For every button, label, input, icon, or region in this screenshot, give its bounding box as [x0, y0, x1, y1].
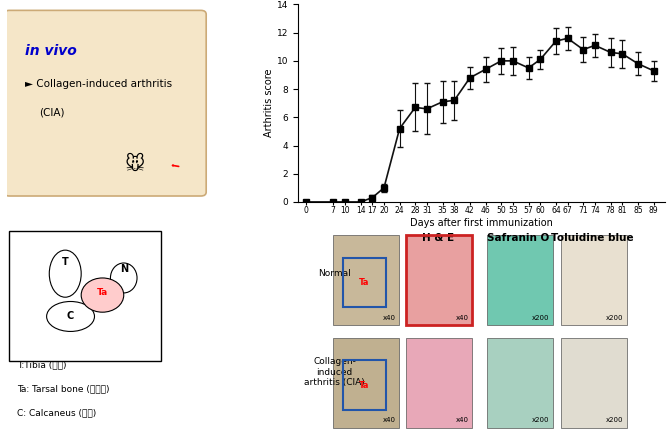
Text: ► Collagen-induced arthritis: ► Collagen-induced arthritis: [26, 80, 173, 89]
Bar: [487, 338, 553, 428]
Text: Collagen-
induced
arthritis (CIA): Collagen- induced arthritis (CIA): [304, 357, 365, 387]
X-axis label: Days after first immunization: Days after first immunization: [410, 218, 553, 228]
Text: in vivo: in vivo: [26, 44, 77, 58]
Bar: [343, 360, 386, 410]
Bar: [560, 235, 627, 325]
Text: Normal: Normal: [319, 269, 351, 278]
Text: Ta: Ta: [359, 278, 370, 287]
Text: H & E: H & E: [421, 233, 454, 243]
Bar: [407, 338, 472, 428]
Text: C: Calcaneus (종공): C: Calcaneus (종공): [17, 408, 97, 417]
Text: N: N: [120, 263, 128, 274]
Text: T: T: [62, 257, 69, 267]
Text: Toluidine blue: Toluidine blue: [550, 233, 633, 243]
Bar: [333, 235, 399, 325]
Text: C: C: [67, 311, 74, 320]
Text: Ta: Tarsal bone (발목빠): Ta: Tarsal bone (발목빠): [17, 384, 110, 393]
FancyBboxPatch shape: [4, 10, 206, 196]
Bar: [343, 258, 386, 307]
Bar: [407, 235, 472, 325]
Text: 🐭: 🐭: [124, 155, 144, 174]
Bar: [487, 235, 553, 325]
Text: x40: x40: [456, 315, 469, 321]
Text: x200: x200: [532, 417, 550, 424]
Bar: [333, 338, 399, 428]
FancyBboxPatch shape: [9, 231, 161, 361]
Text: (CIA): (CIA): [38, 107, 64, 117]
Text: x200: x200: [532, 315, 550, 321]
Bar: [407, 235, 472, 325]
Text: Ta: Ta: [97, 288, 108, 297]
Text: x200: x200: [605, 417, 623, 424]
Text: Ta: Ta: [359, 380, 370, 389]
Ellipse shape: [81, 278, 124, 312]
Text: T:Tibia (경공): T:Tibia (경공): [17, 361, 67, 370]
Y-axis label: Arthritis score: Arthritis score: [264, 69, 274, 138]
Text: x40: x40: [456, 417, 469, 424]
Text: x200: x200: [605, 315, 623, 321]
Text: x40: x40: [382, 417, 395, 424]
Text: x40: x40: [382, 315, 395, 321]
Text: Safranin O: Safranin O: [487, 233, 550, 243]
Bar: [560, 338, 627, 428]
